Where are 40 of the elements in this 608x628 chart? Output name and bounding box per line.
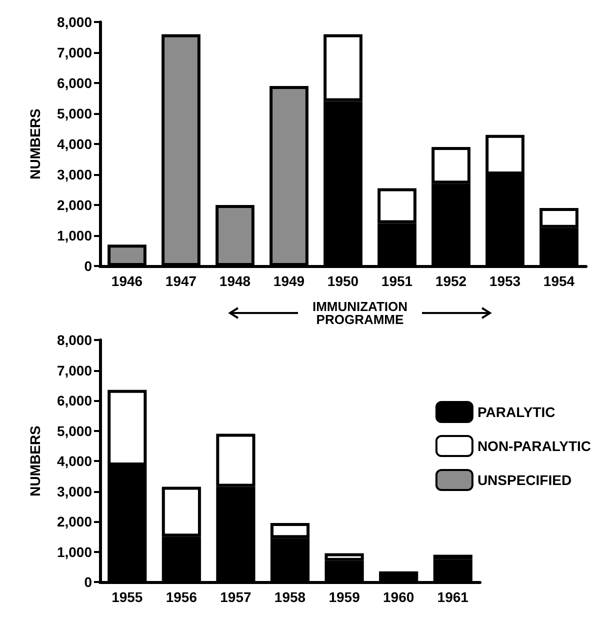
x-tick-label: 1956 [166,589,198,605]
y-tick-label: 7,000 [56,362,92,378]
x-tick-label: 1952 [435,273,467,289]
y-tick-label: 2,000 [56,514,92,530]
x-tick-label: 1960 [382,589,414,605]
y-axis-title: NUMBERS [27,108,43,180]
y-tick-label: 3,000 [56,166,92,182]
y-tick-label: 2,000 [56,197,92,213]
y-tick-label: 8,000 [56,14,92,30]
y-tick-label: 3,000 [56,483,92,500]
text: IMMUNIZATION PROGRAMME [311,299,409,327]
y-tick-label: 4,000 [56,136,92,152]
x-tick-label: 1951 [381,273,413,289]
legend-label: UNSPECIFIED [477,472,572,488]
y-tick-label: 8,000 [56,332,92,348]
x-tick-label: 1959 [328,589,360,605]
y-tick-label: 0 [84,574,92,590]
y-tick-label: 6,000 [56,392,92,408]
x-tick-label: 1957 [220,589,252,605]
y-tick-label: 4,000 [56,453,92,469]
y-tick-label: 7,000 [56,44,92,60]
y-tick-label: 6,000 [56,75,92,91]
x-tick-label: 1953 [489,273,521,289]
y-tick-label: 1,000 [56,544,92,560]
y-tick-label: 5,000 [56,422,92,439]
x-tick-label: 1946 [111,273,143,289]
x-tick-label: 1958 [274,589,306,605]
y-tick-label: 1,000 [56,228,92,244]
y-axis-title: NUMBERS [27,426,43,496]
x-tick-label: 1954 [543,273,575,289]
x-tick-label: 1948 [219,273,251,289]
legend-label: PARALYTIC [477,404,556,420]
x-tick-label: 1947 [165,273,197,289]
legend-label: NON-PARALYTIC [477,438,592,454]
x-tick-label: 1950 [327,273,359,289]
x-tick-label: 1961 [437,589,469,605]
x-tick-label: 1955 [112,589,143,605]
y-tick-label: 5,000 [56,106,92,122]
y-tick-label: 0 [84,258,92,274]
x-tick-label: 1949 [273,273,305,289]
